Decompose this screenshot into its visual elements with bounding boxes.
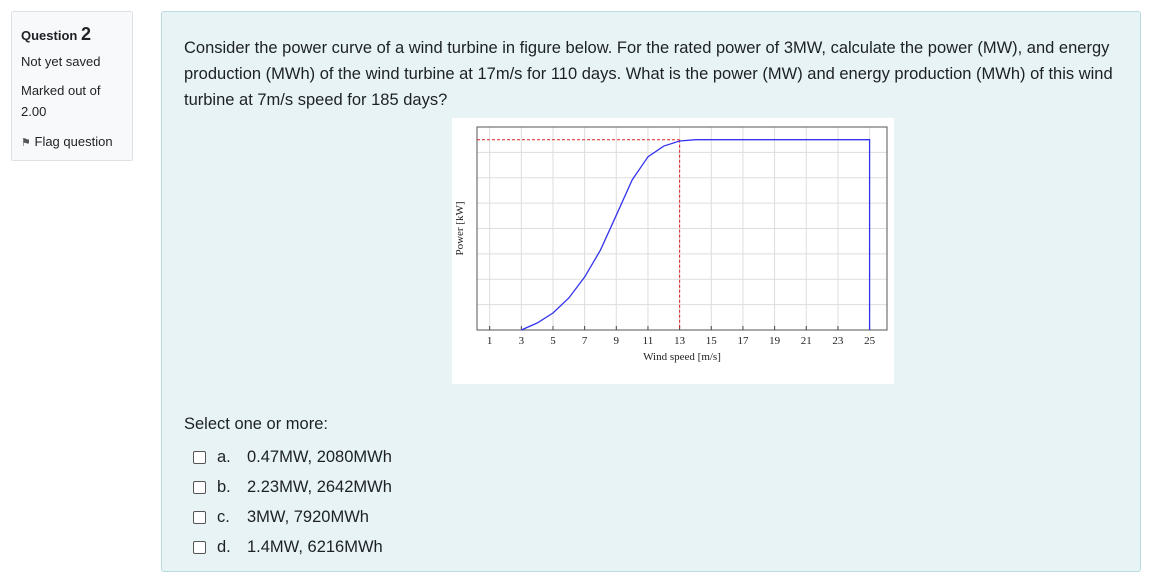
marked-label: Marked out of (21, 83, 101, 98)
x-axis-label: Wind speed [m/s] (643, 351, 721, 363)
option-letter: d. (217, 538, 231, 556)
x-tick-label: 7 (582, 335, 588, 347)
x-tick-label: 19 (769, 335, 781, 347)
x-tick-label: 23 (832, 335, 844, 347)
option-text: 1.4MW, 6216MWh (247, 538, 383, 556)
y-axis-label: Power [kW] (454, 201, 466, 255)
option-text: 3MW, 7920MWh (247, 508, 369, 526)
checkbox[interactable] (193, 451, 206, 464)
status: Not yet saved (21, 54, 101, 69)
prompt: Select one or more: (184, 415, 328, 433)
x-tick-label: 21 (801, 335, 812, 347)
option-text: 0.47MW, 2080MWh (247, 448, 392, 466)
x-tick-label: 1 (487, 335, 493, 347)
option-letter: b. (217, 478, 231, 496)
x-tick-label: 15 (706, 335, 718, 347)
option-letter: c. (217, 508, 230, 526)
x-tick-label: 17 (737, 335, 749, 347)
question-info: Question 2 Not yet saved Marked out of 2… (11, 11, 133, 161)
question-number: 2 (80, 24, 91, 44)
x-tick-label: 3 (519, 335, 525, 347)
flag-text: Flag question (34, 134, 113, 149)
question-content: Consider the power curve of a wind turbi… (161, 11, 1141, 572)
x-tick-label: 11 (643, 335, 654, 347)
question-label: Question (21, 28, 78, 43)
option-text: 2.23MW, 2642MWh (247, 478, 392, 496)
checkbox[interactable] (193, 511, 206, 524)
option-letter: a. (217, 448, 231, 466)
question-heading: Question 2 (21, 24, 91, 45)
checkbox[interactable] (193, 481, 206, 494)
x-tick-label: 9 (614, 335, 620, 347)
power-curve (521, 139, 871, 331)
checkbox[interactable] (193, 541, 206, 554)
marked-value: 2.00 (21, 104, 47, 119)
question-text: Consider the power curve of a wind turbi… (184, 39, 1113, 109)
plot-frame (476, 126, 888, 331)
x-tick-label: 5 (550, 335, 556, 347)
x-tick-label: 25 (864, 335, 876, 347)
x-tick-label: 13 (674, 335, 686, 347)
flag-question[interactable]: ⚑ Flag question (21, 134, 113, 149)
